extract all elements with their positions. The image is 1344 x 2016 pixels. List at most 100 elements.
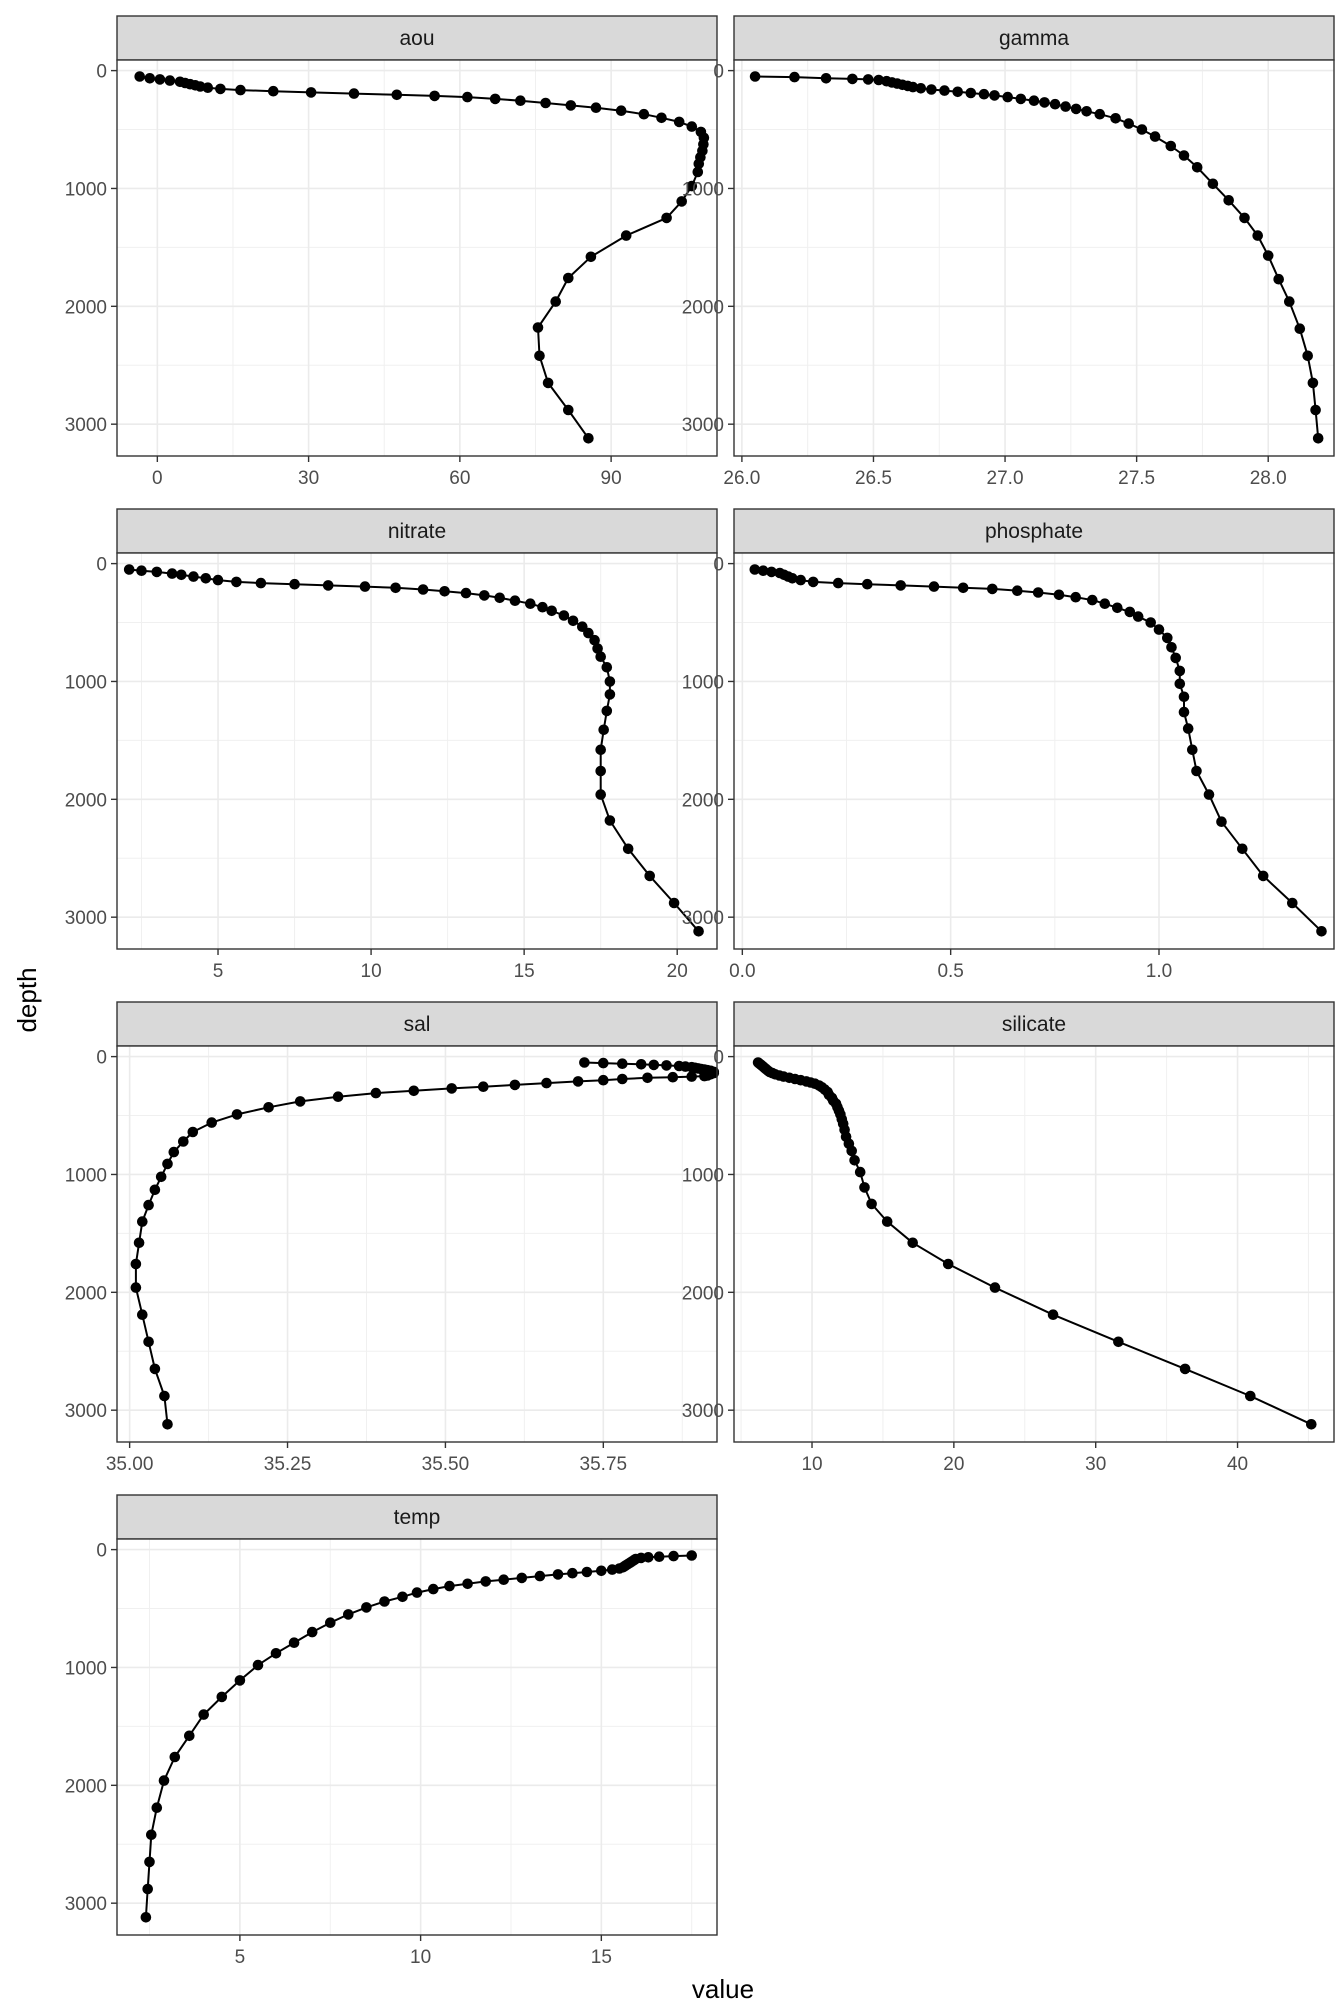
y-tick-label: 1000 [65, 1658, 107, 1679]
facet-phosphate: phosphate 0 1000 2000 3000 0.0 0.5 1.0 [682, 508, 1335, 982]
panel-border [116, 1538, 718, 1936]
panel-border [733, 59, 1335, 457]
data-point [305, 87, 317, 98]
data-point [391, 89, 403, 101]
data-point [1191, 765, 1202, 777]
data-point [306, 1626, 318, 1638]
data-point [673, 116, 685, 128]
data-point [397, 1591, 408, 1603]
data-point [408, 1085, 420, 1097]
panel-background [117, 1046, 717, 1442]
data-point [693, 158, 705, 169]
data-point [515, 95, 526, 106]
panel-border [116, 552, 718, 950]
data-point [1174, 678, 1186, 690]
data-point [479, 590, 490, 601]
data-point [462, 1578, 473, 1590]
data-point [136, 565, 147, 576]
data-point [1207, 178, 1219, 190]
data-point [1002, 91, 1013, 103]
data-point [1287, 897, 1298, 909]
data-point [332, 1091, 344, 1102]
data-point [1039, 97, 1050, 108]
data-point [749, 564, 761, 575]
data-point [1047, 1309, 1059, 1320]
data-point [787, 573, 798, 584]
data-point [1182, 723, 1194, 734]
data-point [215, 83, 226, 95]
data-point [795, 574, 806, 586]
data-point [130, 1282, 142, 1293]
data-point [1132, 611, 1144, 622]
data-point [1191, 162, 1203, 173]
y-tick-label: 1000 [682, 672, 724, 693]
data-point [638, 108, 650, 120]
x-tick-label: 0.5 [937, 961, 963, 982]
data-point [1245, 1390, 1256, 1402]
y-tick-label: 3000 [65, 1401, 107, 1422]
data-point [162, 1158, 173, 1170]
data-point [164, 75, 176, 86]
data-point [846, 1145, 857, 1157]
y-tick-label: 0 [96, 555, 107, 576]
data-point [1239, 212, 1250, 224]
data-point [534, 1570, 546, 1582]
x-tick-label: 0.0 [729, 961, 755, 982]
x-tick-label: 28.0 [1250, 468, 1287, 489]
y-tick-label: 0 [713, 555, 724, 576]
panel-background [734, 60, 1334, 456]
data-point [1153, 624, 1165, 635]
data-point [676, 196, 687, 207]
data-point [589, 634, 600, 646]
data-point [1312, 433, 1324, 444]
data-point [462, 91, 473, 103]
data-point [198, 1709, 209, 1720]
facet-strip-label: temp [394, 1506, 441, 1529]
data-point [537, 601, 548, 613]
facet-strip [116, 1001, 718, 1047]
data-point [446, 1083, 458, 1094]
data-point [661, 212, 672, 224]
data-point [567, 1567, 578, 1579]
facet-strip-label: nitrate [388, 520, 446, 543]
data-point [202, 82, 214, 93]
y-tick-label: 2000 [682, 297, 724, 318]
data-point [907, 1237, 918, 1249]
facet-strip [733, 15, 1335, 61]
data-point [1316, 926, 1327, 937]
data-point [552, 1569, 564, 1580]
data-point [881, 1216, 893, 1227]
data-point [1216, 816, 1227, 827]
x-tick-label: 30 [1085, 1454, 1106, 1475]
data-point [137, 1309, 148, 1320]
data-point [1284, 296, 1295, 307]
data-point [149, 1184, 161, 1196]
x-tick-label: 20 [943, 1454, 964, 1475]
data-point [162, 1419, 173, 1430]
data-point [563, 272, 574, 284]
data-point [1012, 585, 1023, 596]
facet-temp: temp 0 1000 2000 3000 5 10 15 [65, 1494, 718, 1968]
data-point [1294, 323, 1306, 335]
data-point [563, 404, 574, 416]
data-point [807, 576, 819, 588]
data-point [604, 676, 616, 687]
data-point [144, 73, 156, 84]
data-point [1166, 642, 1177, 653]
data-point [661, 1060, 672, 1071]
data-point [480, 1576, 492, 1587]
data-point [859, 1182, 870, 1193]
data-point [1070, 103, 1082, 115]
data-point [766, 566, 777, 578]
data-point [849, 1155, 860, 1166]
data-point [1306, 1419, 1317, 1430]
data-point [749, 71, 761, 82]
data-point [583, 433, 594, 444]
data-point [1174, 665, 1186, 677]
x-tick-label: 35.25 [264, 1454, 312, 1475]
data-point [322, 580, 334, 591]
data-point [1123, 118, 1134, 129]
data-point [942, 1258, 954, 1270]
data-point [550, 296, 561, 307]
data-point [509, 1079, 521, 1091]
